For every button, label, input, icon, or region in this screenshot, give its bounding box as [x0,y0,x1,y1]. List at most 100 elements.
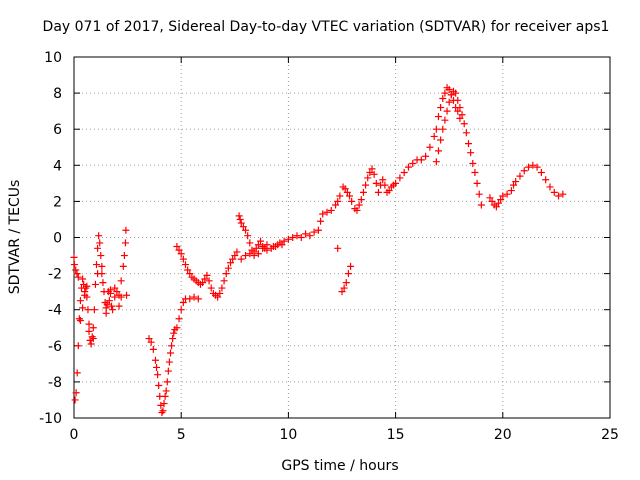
data-point [231,252,239,260]
data-point [434,113,442,121]
data-point [153,363,161,371]
data-point [161,392,169,400]
data-point [175,315,183,323]
data-point [473,179,481,187]
data-point [263,246,271,254]
data-point [235,212,243,220]
data-point [443,107,451,115]
data-point [555,192,563,200]
data-point [90,306,98,314]
data-point [201,275,209,283]
data-point [242,226,250,234]
data-point [236,215,244,223]
data-point [75,315,83,323]
data-point [460,120,468,128]
data-point [499,192,507,200]
data-point [76,297,84,305]
data-point [529,161,537,169]
y-tick-labels: -10 -8 -6 -4 -2 0 2 4 6 8 10 [39,50,62,427]
data-point [121,239,129,247]
data-point [497,196,505,204]
data-point [72,389,80,397]
data-point [203,271,211,279]
x-tick-label: 25 [601,427,619,443]
data-point [432,125,440,133]
x-tick-label: 5 [177,427,186,443]
data-point [160,400,168,408]
data-point [456,114,464,122]
y-tick-label: -10 [39,411,62,427]
data-point [89,324,97,332]
data-point [218,284,226,292]
data-point [516,172,524,180]
data-point [458,111,466,119]
data-point [441,116,449,124]
x-tick-label: 15 [387,427,405,443]
y-tick-label: -4 [48,303,62,319]
data-point [293,232,301,240]
data-point [105,297,113,305]
data-point [319,210,327,218]
data-point [173,243,181,251]
data-point [417,156,425,164]
data-point [464,140,472,148]
data-point [257,237,265,245]
data-point [341,185,349,193]
data-point [74,273,82,281]
data-point [98,262,106,270]
data-point [81,291,89,299]
data-point [85,327,93,335]
data-point [165,358,173,366]
data-point [87,340,95,348]
data-point [348,197,356,205]
data-point [254,241,262,249]
data-point [252,244,260,252]
data-point [168,342,176,350]
data-point [392,179,400,187]
data-point [278,241,286,249]
data-point [102,304,110,312]
data-point [70,261,78,269]
y-axis-label: SDTVAR / TECUs [7,180,23,295]
data-point [507,187,515,195]
data-point [113,288,121,296]
data-point [510,181,518,189]
data-point [289,234,297,241]
data-point [246,239,254,247]
data-point [469,159,477,167]
data-point [310,228,318,236]
data-point [486,194,494,202]
data-point [454,107,462,115]
data-point [154,371,162,379]
data-point [477,201,485,209]
data-point [214,293,222,301]
data-point [537,169,545,177]
y-tick-label: 4 [53,158,62,174]
data-point [72,266,80,274]
data-point [177,250,185,258]
x-tick-labels: 0 5 10 15 20 25 [70,427,619,443]
data-point [426,143,434,151]
data-point [149,345,157,353]
data-point [462,129,470,137]
data-point [409,159,417,167]
data-point [179,298,187,306]
data-point [229,255,237,263]
data-point [259,244,267,252]
data-point [173,324,181,332]
data-point [71,396,79,404]
data-point [445,98,453,106]
data-point [385,187,393,195]
x-tick-label: 10 [279,427,297,443]
data-point [79,275,87,283]
data-point [492,203,500,211]
data-point [355,201,363,209]
data-point [96,239,104,247]
y-tick-label: 0 [53,231,62,247]
data-point [359,188,367,196]
data-point [334,244,342,252]
y-tick-label: 2 [53,194,62,210]
data-point [269,243,277,251]
data-point [99,279,107,287]
x-axis-label: GPS time / hours [281,458,398,474]
